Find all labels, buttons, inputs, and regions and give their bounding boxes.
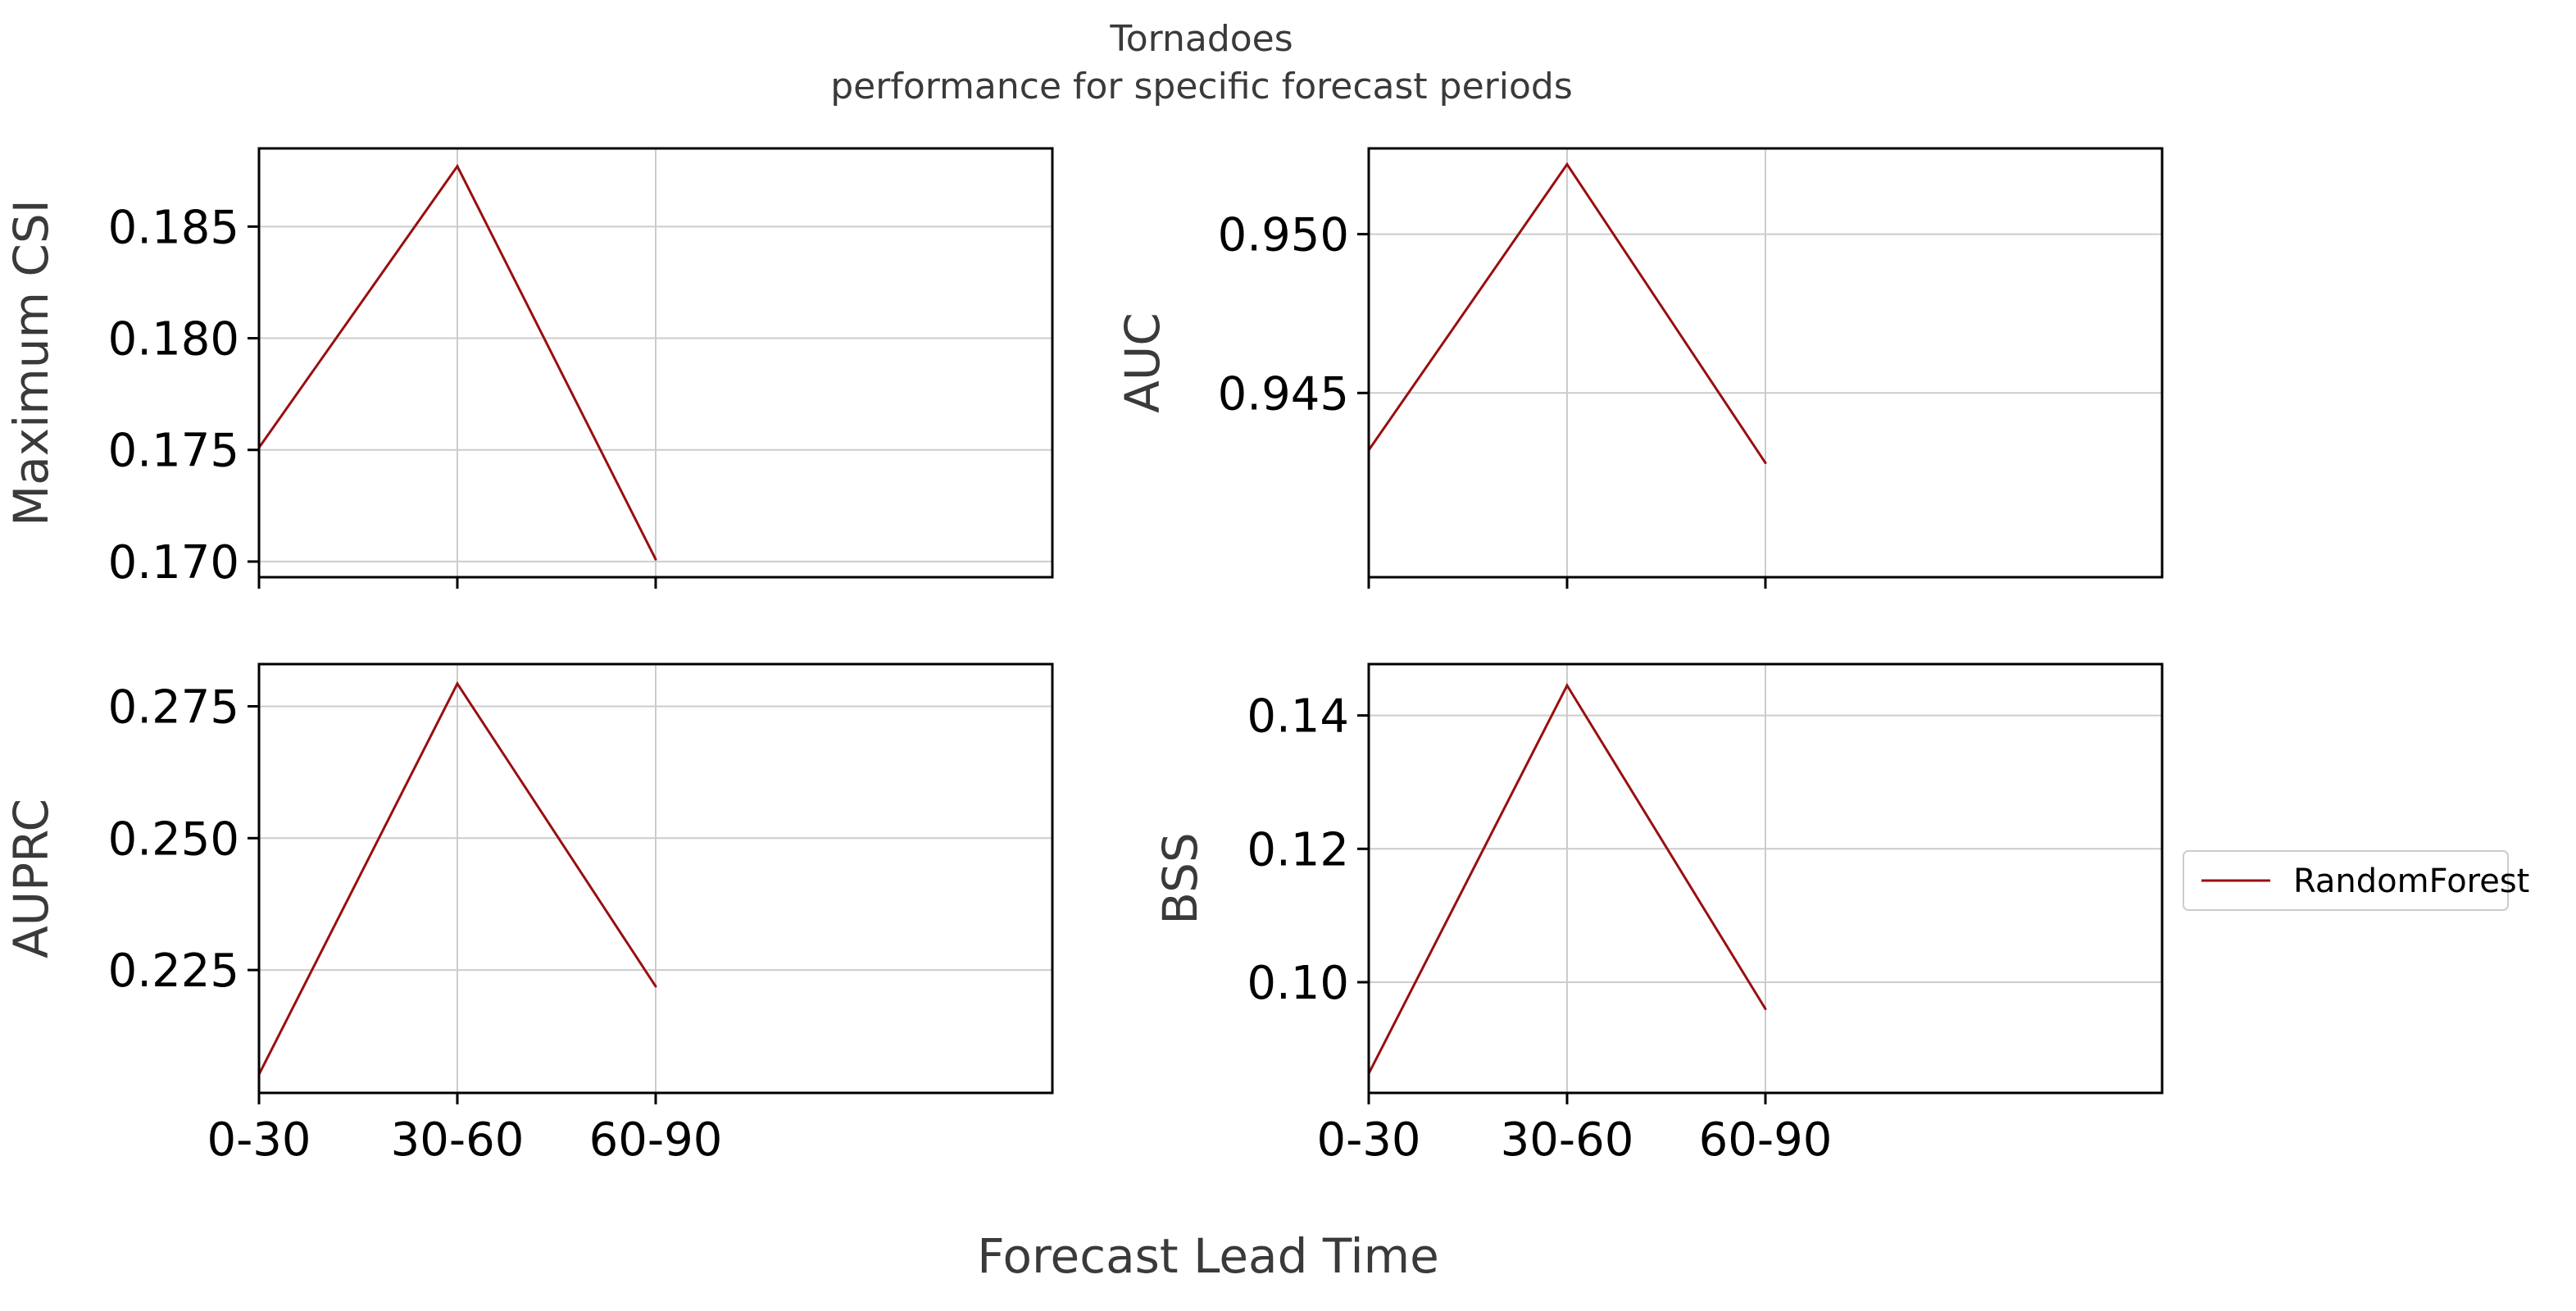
y-tick-label: 0.250 <box>108 813 239 866</box>
plot-frame <box>1367 662 2164 1095</box>
y-axis-label: AUPRC <box>3 799 59 958</box>
subplot-bss: 0-30 30-60 60-90 0.10 0.12 0.14 BSS <box>1152 662 2164 1167</box>
plot-frame <box>257 147 1054 579</box>
y-tick-label: 0.12 <box>1247 823 1349 876</box>
x-tick-label: 30-60 <box>391 1113 525 1167</box>
y-tick-label: 0.170 <box>108 536 239 589</box>
data-point <box>1764 462 1767 465</box>
data-point <box>654 558 657 561</box>
data-point <box>1764 1008 1767 1011</box>
subplot-auc: 0.945 0.950 AUC <box>1115 147 2164 589</box>
legend: RandomForest <box>2183 850 2529 911</box>
x-tick-label: 0-30 <box>207 1113 311 1167</box>
plot-frame <box>1367 147 2164 579</box>
data-point <box>456 682 459 685</box>
legend-label: RandomForest <box>2293 863 2529 900</box>
y-tick-label: 0.14 <box>1247 690 1349 744</box>
y-tick-label: 0.945 <box>1218 367 1349 421</box>
y-axis-label: Maximum CSI <box>3 199 59 526</box>
subplot-grid: 0.170 0.175 0.180 0.185 Maximum CSI 0.945 0.95… <box>3 147 2164 1167</box>
y-tick-label: 0.10 <box>1247 957 1349 1010</box>
y-tick-label: 0.225 <box>108 945 239 998</box>
subplot-maximum-csi: 0.170 0.175 0.180 0.185 Maximum CSI <box>3 147 1054 589</box>
subplot-auprc: 0-30 30-60 60-90 0.225 0.250 0.275 AUPRC <box>3 662 1054 1167</box>
y-axis-label: AUC <box>1115 312 1170 413</box>
data-point <box>456 165 459 168</box>
plot-frame <box>257 662 1054 1095</box>
x-tick-label: 30-60 <box>1501 1113 1634 1167</box>
y-axis-label: BSS <box>1152 832 1208 924</box>
x-tick-label: 60-90 <box>589 1113 723 1167</box>
legend-box <box>2183 850 2509 911</box>
data-point <box>654 985 657 988</box>
y-tick-label: 0.185 <box>108 201 239 254</box>
y-tick-label: 0.180 <box>108 313 239 366</box>
chart-title: Tornadoes <box>1109 18 1293 60</box>
y-tick-label: 0.275 <box>108 681 239 734</box>
x-axis-label: Forecast Lead Time <box>977 1228 1439 1284</box>
x-tick-label: 0-30 <box>1316 1113 1420 1167</box>
data-point <box>1565 162 1569 166</box>
y-tick-label: 0.950 <box>1218 209 1349 262</box>
x-tick-label: 60-90 <box>1699 1113 1833 1167</box>
y-tick-label: 0.175 <box>108 425 239 478</box>
data-point <box>1565 684 1569 687</box>
chart-subtitle: performance for specific forecast period… <box>830 66 1573 107</box>
